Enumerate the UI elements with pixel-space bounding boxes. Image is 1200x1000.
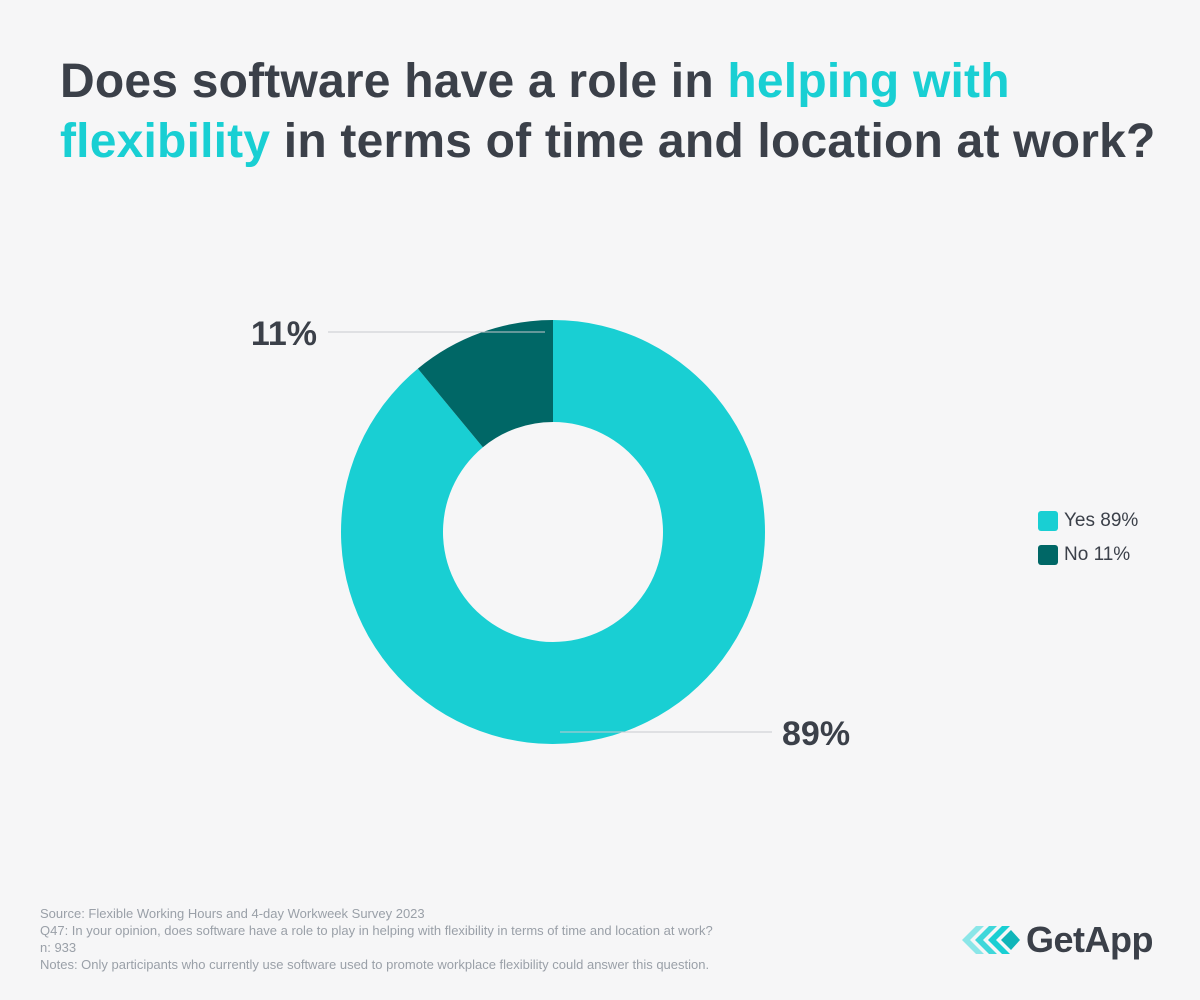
title-highlight-1: helping with [727, 55, 1010, 108]
footnotes: Source: Flexible Working Hours and 4-day… [40, 905, 920, 973]
footnote-question: Q47: In your opinion, does software have… [40, 923, 713, 938]
legend-item-yes: Yes 89% [1038, 504, 1188, 538]
data-label-yes: 89% [782, 715, 850, 753]
legend-label-yes: Yes 89% [1064, 510, 1139, 531]
legend-label-no: No 11% [1064, 544, 1131, 565]
donut-slice-yes [341, 320, 766, 744]
legend-swatch-no [1038, 545, 1058, 565]
chart-legend: Yes 89% No 11% [1038, 504, 1188, 572]
title-part-2: in terms of time and location at work? [270, 115, 1156, 168]
logo-text: GetApp [1026, 919, 1154, 960]
legend-swatch-yes [1038, 511, 1058, 531]
legend-item-no: No 11% [1038, 538, 1188, 572]
donut-slice-no [417, 320, 553, 448]
getapp-logo: GetApp [962, 918, 1154, 962]
footnote-source: Source: Flexible Working Hours and 4-day… [40, 906, 425, 921]
chart-title: Does software have a role in helping wit… [60, 52, 1180, 172]
footnote-sample-size: n: 933 [40, 940, 77, 955]
data-label-no: 11% [251, 315, 317, 353]
title-part-1: Does software have a role in [60, 55, 728, 108]
footnote-notes: Notes: Only participants who currently u… [40, 957, 710, 972]
title-highlight-2: flexibility [60, 115, 271, 168]
getapp-chevrons-icon [962, 926, 1020, 954]
